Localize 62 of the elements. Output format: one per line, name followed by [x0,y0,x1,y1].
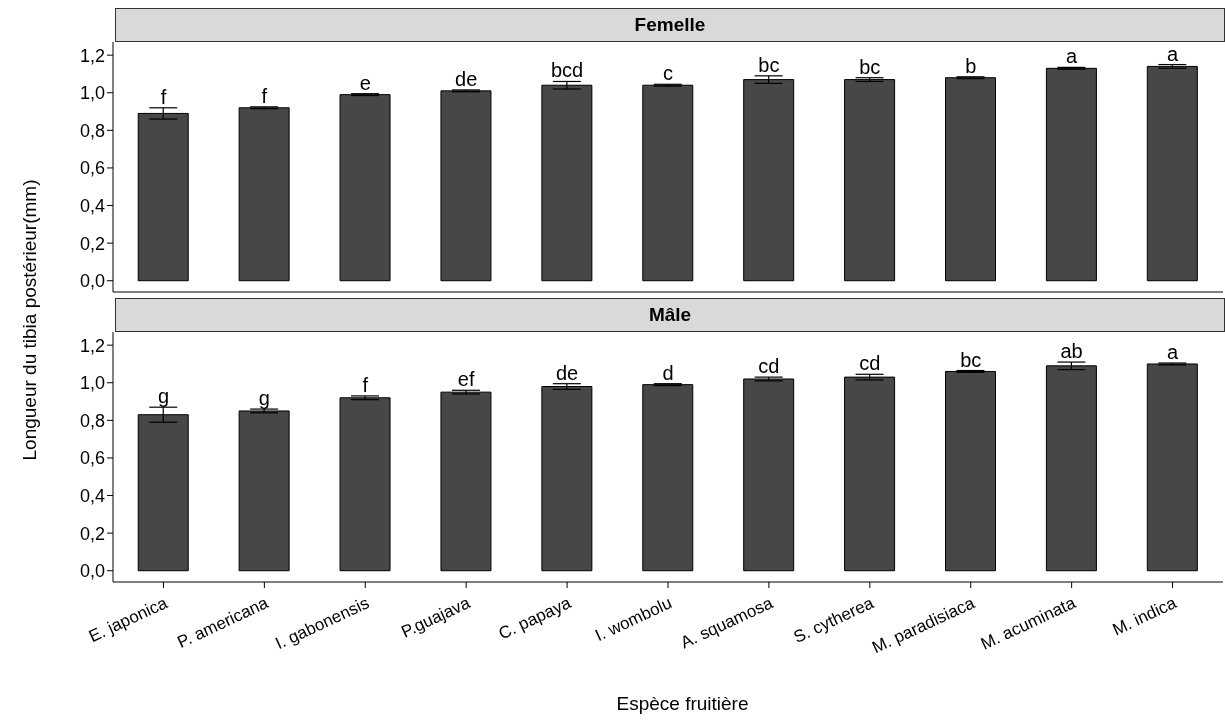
bar [440,391,492,572]
annotation: f [160,85,167,108]
y-tick-label: 0,0 [79,561,105,582]
bar [1045,67,1097,282]
y-axis-title: Longueur du tibia postérieur(mm) [19,179,41,461]
bar [440,90,492,282]
bar [642,384,694,572]
x-axis-title: Espèce fruitière [615,693,750,715]
bar [238,410,290,572]
y-tick-label: 0,2 [79,523,105,544]
annotation: c [663,62,673,85]
chart-title: Mâle [115,298,1225,332]
y-tick-label: 1,2 [79,335,105,356]
chart-title: Femelle [115,8,1225,42]
annotation: f [362,373,369,396]
bar [945,370,996,572]
annotation: b [965,54,977,77]
bar [238,107,290,282]
annotation: ab [1060,340,1083,363]
y-tick-label: 1,0 [79,83,105,104]
annotation: f [261,84,268,107]
annotation: g [258,387,270,410]
annotation: bcd [550,59,584,82]
annotation: de [455,67,478,90]
bar [541,386,593,572]
y-tick-label: 0,6 [79,158,105,179]
y-tick-label: 0,0 [79,271,105,292]
bar [844,79,896,282]
y-tick-label: 0,4 [79,485,105,506]
bar [642,84,694,282]
annotation: de [555,361,579,384]
annotation: bc [758,53,780,76]
annotation: bc [859,55,881,78]
bar [743,378,795,572]
y-tick-label: 0,8 [79,120,105,141]
annotation: a [1166,42,1179,65]
y-tick-label: 1,2 [79,45,105,66]
bar [339,94,391,282]
y-tick-label: 0,8 [79,410,105,431]
annotation: cd [758,355,780,378]
annotation: e [359,71,371,94]
bar [339,397,391,572]
y-tick-label: 0,4 [79,195,105,216]
annotation: a [1166,341,1179,364]
bar [743,79,795,282]
annotation: a [1066,45,1079,68]
annotation: bc [960,348,982,371]
bar [844,376,896,572]
bar [137,112,189,282]
annotation: g [157,385,170,408]
y-tick-label: 0,6 [79,448,105,469]
bar [1146,363,1198,572]
y-tick-label: 1,0 [79,373,105,394]
bar [1146,65,1198,282]
annotation: cd [859,352,881,375]
bar [1045,365,1097,572]
y-tick-label: 0,2 [79,233,105,254]
bar [541,84,593,282]
annotation: ef [457,368,475,391]
bar [945,77,996,282]
annotation: d [662,361,674,384]
x-tick-label: M. indica [1109,593,1180,640]
